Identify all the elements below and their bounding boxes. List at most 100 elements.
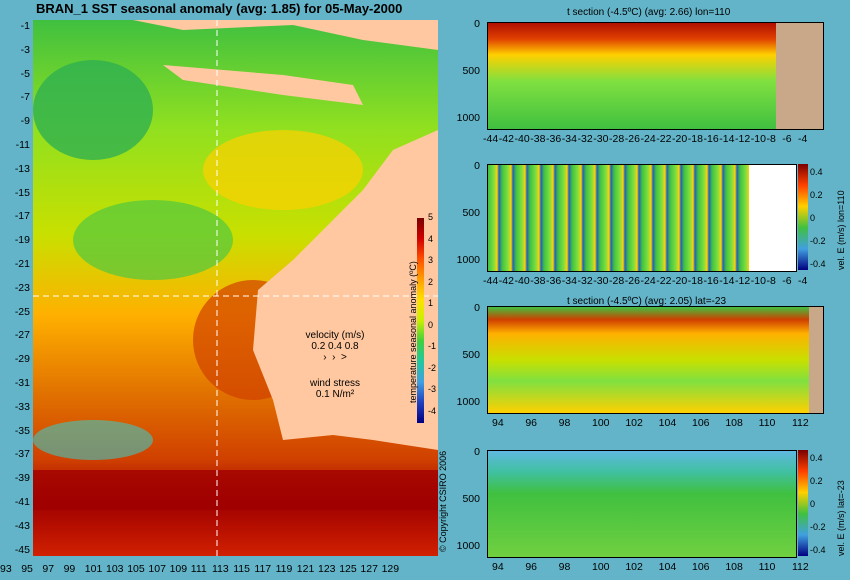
section-x-tick: -16 bbox=[703, 133, 719, 145]
section-x-tick: -36 bbox=[546, 133, 562, 145]
colorbar-tick: -1 bbox=[428, 341, 437, 351]
map-y-tick: -27 bbox=[14, 329, 30, 342]
section-panel bbox=[487, 164, 797, 272]
section-colorbar-tick: -0.2 bbox=[810, 522, 826, 532]
section-x-tick: -44 bbox=[483, 275, 499, 287]
land-australia bbox=[253, 130, 438, 450]
map-x-tick: 119 bbox=[275, 563, 293, 575]
sst-anomaly-map[interactable] bbox=[33, 20, 438, 556]
section-x-tick: -42 bbox=[498, 275, 514, 287]
section-x-tick: -22 bbox=[656, 133, 672, 145]
section-x-tick: 96 bbox=[525, 417, 538, 429]
section-panel bbox=[487, 450, 797, 558]
map-x-tick: 109 bbox=[169, 563, 188, 575]
section-x-tick: -38 bbox=[530, 133, 546, 145]
map-y-tick: -39 bbox=[14, 472, 30, 485]
map-x-tick: 129 bbox=[381, 563, 400, 575]
map-y-tick: -15 bbox=[14, 186, 30, 199]
section-x-tick: -34 bbox=[561, 275, 577, 287]
section-x-tick: 96 bbox=[525, 561, 538, 573]
section-y-tick: 0 bbox=[474, 160, 480, 172]
map-y-tick: -9 bbox=[20, 115, 30, 128]
section-x-tick: -28 bbox=[609, 275, 625, 287]
section-x-tick: 104 bbox=[658, 417, 677, 429]
section-x-tick: 106 bbox=[692, 561, 710, 573]
section-x-tick: -44 bbox=[483, 133, 499, 145]
section-x-tick: 98 bbox=[558, 417, 571, 429]
map-x-tick: 123 bbox=[318, 563, 336, 575]
section-y-tick: 500 bbox=[462, 65, 480, 77]
section-title: t section (-4.5ºC) (avg: 2.66) lon=110 bbox=[567, 7, 731, 18]
map-y-tick: -19 bbox=[14, 234, 30, 247]
map-y-tick: -13 bbox=[14, 162, 30, 175]
section-colorbar-tick: 0.2 bbox=[810, 476, 823, 486]
section-x-tick: -26 bbox=[624, 133, 640, 145]
map-y-tick: -17 bbox=[14, 210, 30, 223]
colorbar-tick: 2 bbox=[428, 276, 434, 287]
section-x-tick: -4 bbox=[798, 275, 808, 287]
cool-patch bbox=[33, 420, 153, 460]
section-colorbar-label: vel. E (m/s) lon=110 bbox=[836, 190, 846, 270]
cool-patch bbox=[73, 200, 233, 280]
land-mask bbox=[749, 165, 796, 271]
section-x-tick: 94 bbox=[492, 561, 504, 573]
colorbar-tick: -4 bbox=[428, 405, 437, 416]
section-x-tick: 110 bbox=[758, 561, 776, 573]
colorbar-tick: -2 bbox=[428, 362, 437, 373]
section-panel bbox=[487, 306, 824, 414]
map-y-tick: -7 bbox=[20, 91, 30, 104]
colorbar-label: temperature seasonal anomaly (ºC) bbox=[408, 261, 418, 403]
map-y-tick: -33 bbox=[14, 400, 30, 413]
section-x-tick: -6 bbox=[782, 133, 792, 145]
section-colorbar-tick: 0.4 bbox=[810, 453, 823, 463]
map-y-tick: -45 bbox=[14, 543, 30, 556]
velocity-legend-title: velocity (m/s) bbox=[305, 330, 365, 341]
section-y-tick: 1000 bbox=[456, 540, 480, 552]
warm-band bbox=[33, 470, 438, 510]
section-x-tick: 102 bbox=[625, 561, 643, 573]
section-x-tick: -34 bbox=[561, 133, 577, 145]
section-x-tick: -14 bbox=[719, 275, 735, 287]
map-x-tick: 93 bbox=[0, 563, 12, 575]
section-x-tick: -12 bbox=[735, 133, 751, 145]
page-title: BRAN_1 SST seasonal anomaly (avg: 1.85) … bbox=[36, 1, 403, 16]
section-x-tick: -32 bbox=[577, 275, 593, 287]
section-x-tick: -18 bbox=[687, 133, 703, 145]
map-x-tick: 121 bbox=[296, 563, 315, 575]
map-y-tick: -1 bbox=[20, 20, 30, 32]
section-title: t section (-4.5ºC) (avg: 2.05) lat=-23 bbox=[567, 296, 726, 307]
map-y-tick: -23 bbox=[14, 281, 30, 294]
colorbar-tick: 5 bbox=[428, 212, 434, 222]
section-colorbar-tick: -0.2 bbox=[810, 236, 826, 246]
map-x-tick: 95 bbox=[21, 563, 33, 575]
velocity-legend-arrows: › › > bbox=[323, 352, 347, 363]
map-x-tick: 111 bbox=[190, 563, 207, 575]
section-x-tick: 106 bbox=[692, 417, 710, 429]
land-indonesia bbox=[103, 20, 438, 50]
section-x-tick: -20 bbox=[672, 275, 688, 287]
section-y-tick: 1000 bbox=[456, 112, 480, 124]
wind-legend-value: 0.1 N/m² bbox=[315, 389, 355, 400]
wind-legend: wind stress 0.1 N/m² bbox=[290, 378, 380, 400]
section-x-tick: -8 bbox=[766, 133, 776, 145]
section-x-tick: -6 bbox=[782, 275, 792, 287]
section-x-tick: -42 bbox=[498, 133, 514, 145]
section-x-tick: -32 bbox=[577, 133, 593, 145]
section-y-tick: 500 bbox=[462, 493, 480, 505]
section-x-tick: -18 bbox=[687, 275, 703, 287]
velocity-legend-values: 0.2 0.4 0.8 bbox=[311, 341, 359, 352]
section-x-tick: -36 bbox=[546, 275, 562, 287]
map-x-tick: 107 bbox=[148, 563, 166, 575]
section-colorbar bbox=[798, 164, 808, 270]
map-x-tick: 117 bbox=[254, 563, 272, 575]
map-y-tick: -41 bbox=[14, 496, 30, 508]
copyright: © Copyright CSIRO 2006 bbox=[438, 450, 448, 552]
section-x-tick: 112 bbox=[792, 417, 809, 429]
map-x-tick: 99 bbox=[63, 563, 76, 575]
colorbar-tick: 4 bbox=[428, 233, 434, 244]
section-x-tick: -10 bbox=[750, 133, 766, 145]
section-x-tick: 104 bbox=[658, 561, 677, 573]
section-y-tick: 500 bbox=[462, 349, 480, 361]
map-y-tick: -29 bbox=[14, 353, 30, 366]
section-x-tick: -38 bbox=[530, 275, 546, 287]
